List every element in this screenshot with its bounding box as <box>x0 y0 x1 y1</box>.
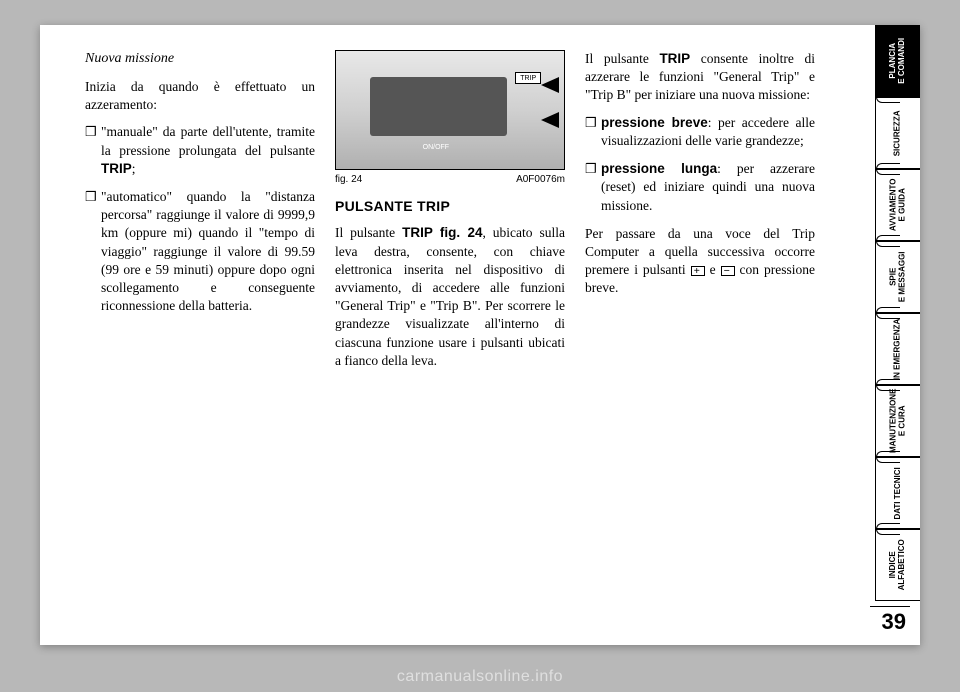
bullet-item: ❒ "manuale" da parte dell'utente, tramit… <box>85 123 315 178</box>
tab-connector <box>876 163 900 175</box>
tab-connector <box>876 379 900 391</box>
bullet-mark-icon: ❒ <box>585 114 601 150</box>
section-tab[interactable]: MANUTENZIONEE CURA <box>875 385 920 457</box>
bullet-item: ❒ "automatico" quando la "distanza perco… <box>85 188 315 316</box>
tab-label: INDICEALFABETICO <box>889 539 907 590</box>
tab-label: IN EMERGENZA <box>894 318 903 379</box>
tab-label: SICUREZZA <box>894 110 903 156</box>
page-content: Nuova missione Inizia da quando è effett… <box>85 50 815 610</box>
bold-span: pressione breve <box>601 115 708 130</box>
bold-span: TRIP fig. 24 <box>402 225 482 240</box>
figure-image: TRIP ON/OFF <box>335 50 565 170</box>
tab-connector <box>876 307 900 319</box>
tab-label: MANUTENZIONEE CURA <box>889 389 907 453</box>
bullet-mark-icon: ❒ <box>85 188 101 316</box>
trip-button-label: TRIP <box>515 72 541 84</box>
section-tab[interactable]: SPIEE MESSAGGI <box>875 241 920 313</box>
body-paragraph: Per passare da una voce del Trip Compute… <box>585 225 815 298</box>
bullet-mark-icon: ❒ <box>85 123 101 178</box>
text-span: e <box>705 262 721 277</box>
tab-connector <box>876 451 900 463</box>
bold-span: TRIP <box>101 161 132 176</box>
minus-button-icon <box>721 266 735 276</box>
section-tab[interactable]: DATI TECNICI <box>875 457 920 529</box>
bullet-item: ❒ pressione breve: per accedere alle vis… <box>585 114 815 150</box>
section-tabs: PLANCIAE COMANDI SICUREZZA AVVIAMENTOE GUI… <box>875 25 920 645</box>
bold-span: TRIP <box>659 51 690 66</box>
text-span: Il pulsante <box>335 225 402 240</box>
manual-page: Nuova missione Inizia da quando è effett… <box>40 25 920 645</box>
control-panel-graphic <box>370 77 507 136</box>
plus-button-icon <box>691 266 705 276</box>
figure-number: fig. 24 <box>335 173 362 187</box>
page-number-line <box>870 606 910 607</box>
bullet-text: "automatico" quando la "distanza percors… <box>101 188 315 316</box>
tab-label: SPIEE MESSAGGI <box>889 252 907 303</box>
section-tab[interactable]: INDICEALFABETICO <box>875 529 920 601</box>
figure-code: A0F0076m <box>516 173 565 187</box>
figure-24: TRIP ON/OFF fig. 24 A0F0076m <box>335 50 565 187</box>
bullet-text: "manuale" da parte dell'utente, tramite … <box>101 123 315 178</box>
tab-label: AVVIAMENTOE GUIDA <box>889 179 907 232</box>
tab-connector <box>876 235 900 247</box>
bullet-text: pressione lunga: per azzerare (reset) ed… <box>601 160 815 215</box>
section-tab[interactable]: IN EMERGENZA <box>875 313 920 385</box>
text-span: , ubicato sulla leva destra, consente, c… <box>335 225 565 368</box>
intro-text: Inizia da quando è effettuato un azzeram… <box>85 78 315 114</box>
bullet-text: pressione breve: per accedere alle visua… <box>601 114 815 150</box>
section-tab[interactable]: AVVIAMENTOE GUIDA <box>875 169 920 241</box>
arrow-icon <box>541 112 559 128</box>
page-number: 39 <box>882 609 906 635</box>
text-span: ; <box>132 161 136 176</box>
text-span: Il pulsante <box>585 51 659 66</box>
onoff-label: ON/OFF <box>423 143 449 152</box>
figure-caption: fig. 24 A0F0076m <box>335 173 565 187</box>
subsection-heading: Nuova missione <box>85 50 315 69</box>
section-heading: PULSANTE TRIP <box>335 197 565 216</box>
body-paragraph: Il pulsante TRIP consente inoltre di azz… <box>585 50 815 105</box>
tab-connector <box>876 523 900 535</box>
tab-label: DATI TECNICI <box>894 467 903 519</box>
bullet-mark-icon: ❒ <box>585 160 601 215</box>
section-tab[interactable]: PLANCIAE COMANDI <box>875 25 920 97</box>
tab-label: PLANCIAE COMANDI <box>889 38 907 84</box>
bold-span: pressione lunga <box>601 161 717 176</box>
tab-connector <box>876 91 900 103</box>
section-tab[interactable]: SICUREZZA <box>875 97 920 169</box>
watermark-text: carmanualsonline.info <box>0 668 960 686</box>
text-span: "manuale" da parte dell'utente, tramite … <box>101 124 315 157</box>
bullet-item: ❒ pressione lunga: per azzerare (reset) … <box>585 160 815 215</box>
arrow-icon <box>541 77 559 93</box>
body-paragraph: Il pulsante TRIP fig. 24, ubicato sulla … <box>335 224 565 370</box>
